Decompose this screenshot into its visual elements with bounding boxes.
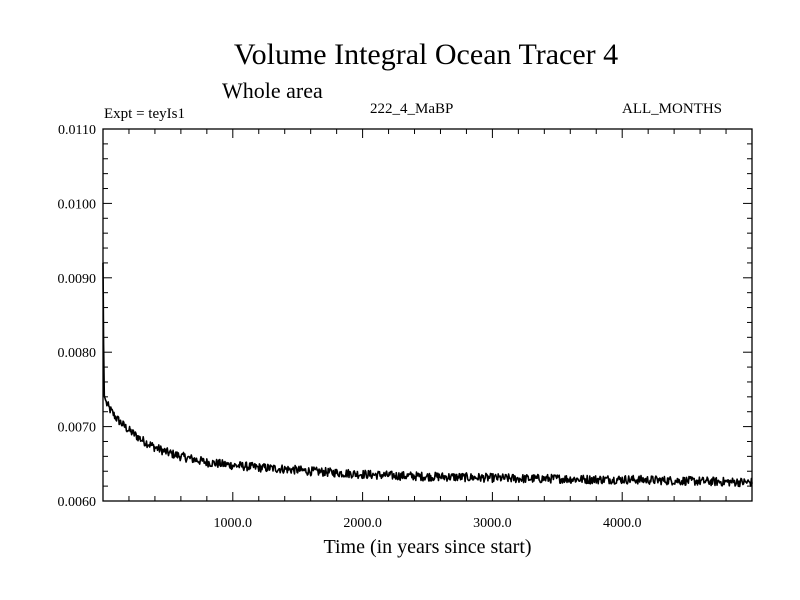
plot-frame (102, 128, 753, 502)
y-tick-label: 0.0070 (58, 421, 97, 436)
chart-title: Volume Integral Ocean Tracer 4 (233, 38, 619, 71)
y-tick-label: 0.0080 (58, 346, 97, 361)
x-tick-label: 4000.0 (603, 516, 642, 531)
x-tick-label: 1000.0 (214, 516, 253, 531)
tracer-series-line (102, 262, 753, 488)
x-axis-label: Time (in years since start) (323, 536, 532, 558)
months-label: ALL_MONTHS (622, 101, 722, 117)
series-group (102, 262, 753, 488)
y-tick-label: 0.0100 (58, 197, 97, 212)
axis-ticks: 1000.0 2000.0 3000.0 4000.0 0.0060 0.0070 0.00… (58, 123, 752, 531)
x-tick-label: 2000.0 (343, 516, 382, 531)
plot-axes (102, 128, 753, 502)
chart-subtitle: Whole area (222, 78, 323, 103)
x-tick-label: 3000.0 (473, 516, 512, 531)
y-tick-label: 0.0060 (58, 495, 97, 510)
y-tick-label: 0.0110 (58, 123, 96, 138)
experiment-label: Expt = teyIs1 (104, 106, 185, 122)
y-tick-label: 0.0090 (58, 272, 97, 287)
run-label: 222_4_MaBP (370, 101, 454, 117)
